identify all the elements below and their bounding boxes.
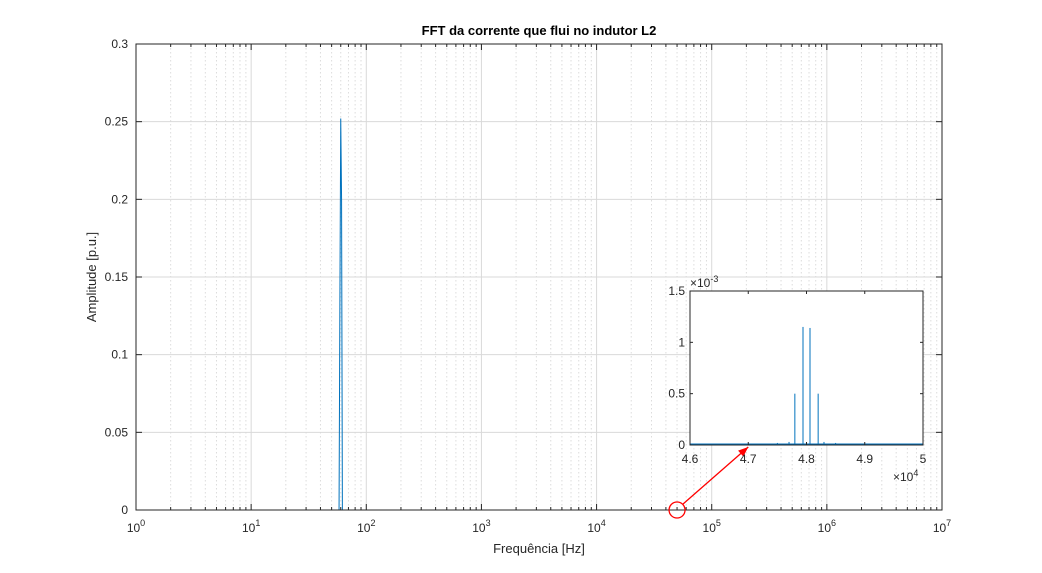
zoom-arrow-head: [738, 447, 749, 457]
inset-y-tick-label: 0.5: [668, 387, 685, 401]
inset-x-tick-label: 4.8: [798, 452, 815, 466]
inset-x-tick-label: 5: [920, 452, 927, 466]
inset-y-tick-label: 1.5: [668, 284, 685, 298]
x-tick-label-base: 10: [242, 521, 256, 535]
inset-x-multiplier-base: ×10: [893, 470, 914, 484]
x-tick-label: 104: [587, 518, 605, 535]
x-tick-label: 103: [472, 518, 490, 535]
main-ticks: 100 101 102 103 104 105 106 10700.050.10.150.20…: [105, 37, 952, 535]
x-tick-label-exponent: 5: [716, 518, 721, 528]
y-tick-label: 0.3: [111, 37, 128, 51]
zoom-circle: [668, 501, 686, 519]
x-tick-label-exponent: 7: [946, 518, 951, 528]
x-tick-label-exponent: 0: [140, 518, 145, 528]
x-tick-label: 100: [127, 518, 145, 535]
x-tick-label: 102: [357, 518, 375, 535]
inset-y-tick-label: 0: [678, 438, 685, 452]
x-tick-label-base: 10: [127, 521, 141, 535]
x-tick-label-exponent: 6: [831, 518, 836, 528]
chart-title: FFT da corrente que flui no indutor L2: [422, 23, 657, 38]
x-axis-label: Frequência [Hz]: [493, 541, 585, 556]
inset-y-multiplier-exponent: -3: [710, 274, 718, 284]
x-tick-label-base: 10: [818, 521, 832, 535]
zoom-arrow-line: [682, 446, 749, 505]
y-axis-label: Amplitude [p.u.]: [84, 232, 99, 322]
inset-x-tick-label: 4.9: [856, 452, 873, 466]
y-tick-label: 0.05: [105, 425, 129, 439]
x-tick-label-base: 10: [933, 521, 947, 535]
inset-y-multiplier-base: ×10: [690, 276, 711, 290]
inset-y-tick-label: 1: [678, 335, 685, 349]
x-tick-label-base: 10: [357, 521, 371, 535]
y-tick-label: 0.1: [111, 348, 128, 362]
zoom-annotation: [668, 446, 749, 519]
y-tick-label: 0: [121, 503, 128, 517]
x-tick-label: 101: [242, 518, 260, 535]
y-tick-label: 0.25: [105, 115, 129, 129]
y-tick-label: 0.15: [105, 270, 129, 284]
inset-x-tick-label: 4.6: [682, 452, 699, 466]
inset-ticks: 4.6 4.7 4.8 4.9 500.511.5×10-3×104: [668, 274, 926, 484]
x-tick-label-exponent: 1: [255, 518, 260, 528]
inset-x-multiplier-exponent: 4: [913, 468, 918, 478]
inset-x-tick-label: 4.7: [740, 452, 757, 466]
inset-x-multiplier: ×104: [893, 468, 918, 484]
x-tick-label-exponent: 4: [601, 518, 606, 528]
inset-plot-area: [689, 290, 924, 446]
x-tick-label-base: 10: [472, 521, 486, 535]
x-tick-label: 105: [703, 518, 721, 535]
main-axes: 100 101 102 103 104 105 106 10700.050.10.150.20…: [105, 37, 952, 535]
x-tick-label-exponent: 2: [370, 518, 375, 528]
inset-y-multiplier: ×10-3: [690, 274, 718, 290]
x-tick-label-base: 10: [587, 521, 601, 535]
x-tick-label-base: 10: [703, 521, 717, 535]
x-tick-label: 106: [818, 518, 836, 535]
x-tick-label-exponent: 3: [486, 518, 491, 528]
x-tick-label: 107: [933, 518, 951, 535]
inset-axes: 4.6 4.7 4.8 4.9 500.511.5×10-3×104: [668, 274, 926, 484]
y-tick-label: 0.2: [111, 192, 128, 206]
